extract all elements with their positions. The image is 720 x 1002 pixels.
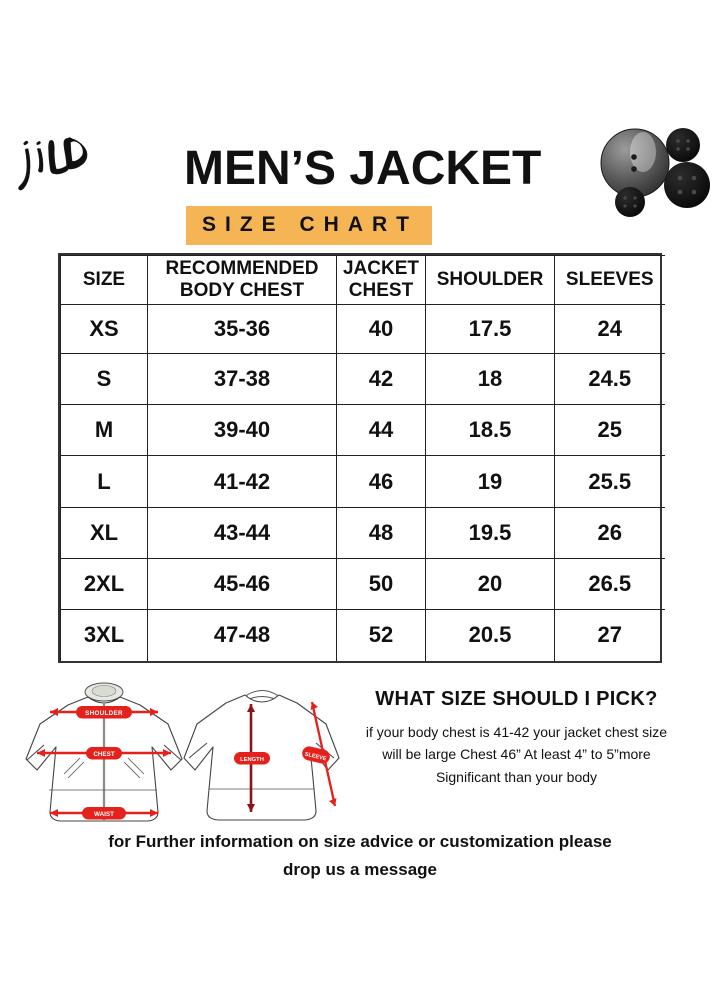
svg-text:LENGTH: LENGTH [240, 757, 264, 763]
svg-text:SHOULDER: SHOULDER [85, 710, 123, 717]
svg-text:WAIST: WAIST [94, 811, 114, 818]
svg-text:CHEST: CHEST [93, 751, 114, 758]
